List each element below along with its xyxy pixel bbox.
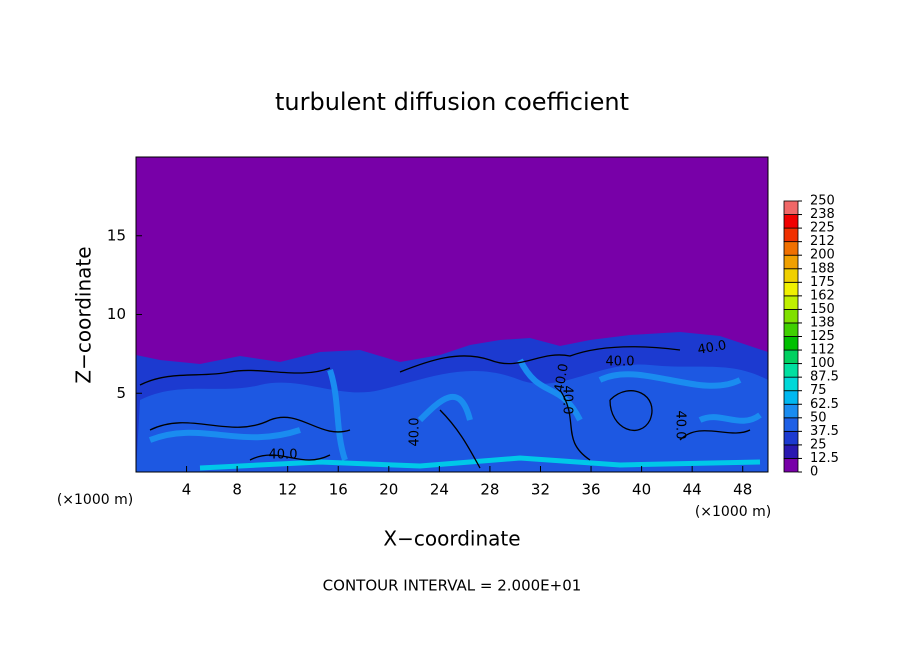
x-tick-label: 44 [683,481,702,499]
colorbar-label: 138 [810,315,835,330]
colorbar-box [783,458,799,473]
contour-label: 40.0 [408,418,423,447]
colorbar-label: 125 [810,329,835,344]
colorbar-box [783,349,799,364]
x-tick-label: 28 [480,481,499,499]
x-tick-label: 36 [581,481,600,499]
colorbar-box [783,214,799,229]
colorbar-box [783,390,799,405]
contour-label: 40.0 [552,362,572,393]
colorbar-box [783,254,799,270]
colorbar-label: 175 [810,275,835,290]
y-tick-label: 10 [107,305,126,323]
colorbar-label: 150 [810,302,835,317]
footnote: CONTOUR INTERVAL = 2.000E+01 [323,577,582,595]
x-tick-label: 40 [632,481,651,499]
colorbar-box [783,430,799,446]
colorbar-label: 162 [810,288,835,303]
colorbar-box [783,295,799,310]
colorbar-label: 12.5 [810,451,839,466]
colorbar-label: 75 [810,383,827,398]
colorbar-box [783,403,799,419]
contour-label: 40.0 [606,355,635,370]
y-axis-label: Z−coordinate [72,246,96,383]
x-tick-label: 24 [430,481,449,499]
x-tick-label: 48 [733,481,752,499]
colorbar-box [783,336,799,351]
y-tick-label: 15 [107,226,126,244]
x-tick-label: 12 [278,481,297,499]
chart-title: turbulent diffusion coefficient [275,88,629,116]
x-tick-label: 16 [329,481,348,499]
x-tick-label: 4 [182,481,192,499]
x-tick-label: 8 [232,481,242,499]
colorbar-label: 250 [810,194,835,209]
y-unit: (×1000 m) [57,492,133,508]
x-unit: (×1000 m) [695,504,771,520]
x-tick-label: 32 [531,481,550,499]
colorbar-box [783,268,799,283]
colorbar-box [783,363,799,378]
colorbar-box [783,241,799,256]
colorbar-label: 212 [810,234,835,249]
colorbar-box [783,417,799,432]
contour-field [136,157,768,472]
colorbar-label: 87.5 [810,370,839,385]
x-axis-label: X−coordinate [383,527,520,551]
contour-label: 40.0 [560,386,575,415]
colorbar-label: 50 [810,410,827,425]
y-tick-label: 5 [116,384,126,402]
x-tick-label: 20 [379,481,398,499]
colorbar-box [783,227,799,243]
colorbar-label: 25 [810,437,827,452]
colorbar-label: 62.5 [810,397,839,412]
colorbar-label: 112 [810,343,835,358]
colorbar-label: 188 [810,261,835,276]
colorbar-label: 37.5 [810,424,839,439]
colorbar-label: 0 [810,465,818,480]
colorbar-box [783,308,799,324]
colorbar-label: 200 [810,248,835,263]
contour-label: 40.0 [696,338,727,358]
colorbar-box [783,376,799,392]
colorbar-label: 238 [810,207,835,222]
colorbar-label: 100 [810,356,835,371]
colorbar-box [783,444,799,459]
colorbar-label: 225 [810,221,835,236]
contour-label: 40.0 [673,411,688,440]
colorbar-box [783,200,799,215]
colorbar-box [783,281,799,297]
contour-label: 40.0 [269,448,298,463]
colorbar-box [783,322,799,337]
